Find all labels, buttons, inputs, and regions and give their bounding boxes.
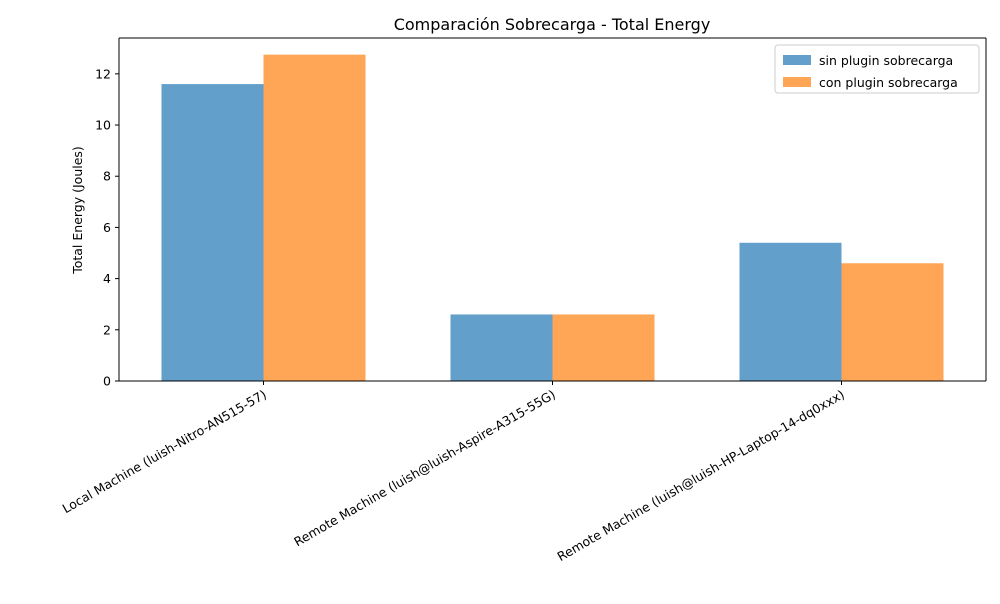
x-tick-label: Local Machine (luish-Nitro-AN515-57) [60,387,269,517]
legend-frame [774,44,980,94]
legend-label: con plugin sobrecarga [819,75,958,90]
chart-title: Comparación Sobrecarga - Total Energy [394,15,711,34]
y-tick-label: 2 [103,322,111,337]
bars-layer [161,54,944,382]
bar-con-plugin-3 [841,263,944,381]
y-tick-label: 8 [103,169,111,184]
x-tick-label: Remote Machine (luish@luish-HP-Laptop-14… [555,387,847,565]
bar-sin-plugin-1 [161,84,264,382]
bar-sin-plugin-3 [739,242,842,381]
y-tick-label: 10 [95,118,111,133]
y-tick-label: 6 [103,220,111,235]
bar-sin-plugin-2 [450,314,553,381]
y-tick-label: 0 [103,374,111,389]
legend-swatch [783,55,811,65]
legend-label: sin plugin sobrecarga [819,53,953,68]
bar-con-plugin-1 [263,54,366,381]
x-tick-label: Remote Machine (luish@luish-Aspire-A315-… [291,387,558,550]
legend: sin plugin sobrecarga con plugin sobrecar… [774,44,980,94]
legend-swatch [783,77,811,87]
bar-con-plugin-2 [552,314,655,381]
y-tick-label: 4 [103,271,111,286]
y-axis-label: Total Energy (Joules) [70,146,85,275]
y-tick-label: 12 [95,66,111,81]
